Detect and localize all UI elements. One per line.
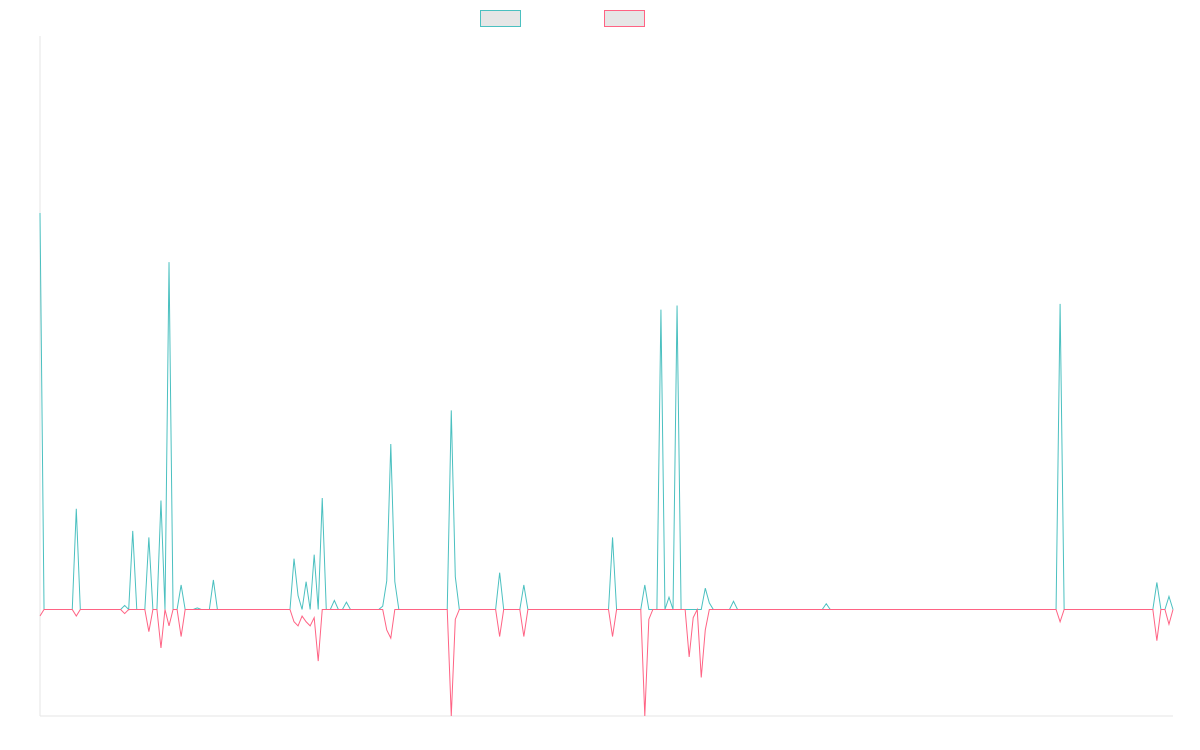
legend[interactable] [480, 10, 645, 27]
series-layer [39, 212, 1174, 717]
legend-swatch-2 [604, 10, 645, 27]
legend-item-2[interactable] [604, 10, 645, 27]
series-line-1 [39, 212, 1174, 611]
legend-swatch-1 [480, 10, 521, 27]
legend-item-1[interactable] [480, 10, 521, 27]
series-line-2 [39, 607, 1174, 717]
